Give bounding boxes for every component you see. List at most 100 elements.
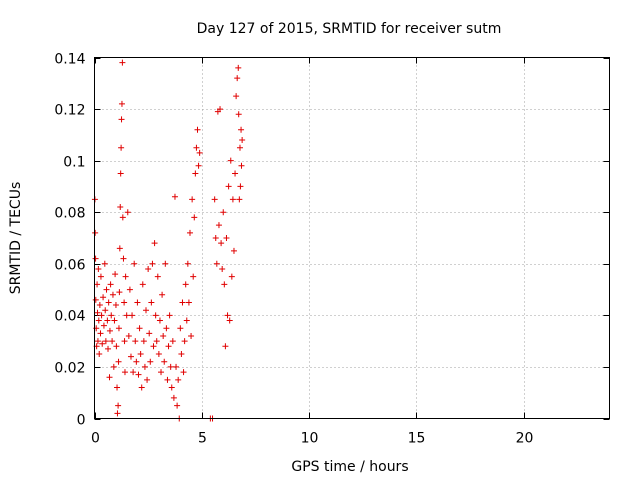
data-point — [225, 183, 232, 190]
data-point — [95, 265, 102, 272]
data-point — [190, 273, 197, 280]
data-point — [124, 209, 131, 216]
data-point — [192, 170, 199, 177]
data-point — [148, 299, 155, 306]
data-point — [92, 296, 99, 303]
data-point — [228, 273, 235, 280]
data-point — [218, 240, 225, 247]
data-point — [116, 245, 123, 252]
y-axis-label: SRMTID / TECUs — [8, 182, 24, 295]
data-point — [105, 345, 112, 352]
y-tick-label: 0 — [77, 413, 86, 429]
y-tick-label: 0.04 — [54, 309, 85, 325]
data-point — [115, 402, 122, 409]
data-point — [106, 374, 113, 381]
data-point — [125, 332, 132, 339]
data-point — [174, 402, 181, 409]
data-point — [112, 271, 119, 278]
data-point — [116, 289, 123, 296]
data-point — [162, 260, 169, 267]
data-point — [150, 343, 157, 350]
data-point — [196, 149, 203, 156]
data-point — [102, 338, 109, 345]
data-point — [117, 204, 124, 211]
data-point — [177, 325, 184, 332]
data-point — [114, 384, 121, 391]
data-point — [96, 302, 103, 309]
data-point — [115, 358, 122, 365]
data-point — [97, 273, 104, 280]
data-point — [104, 317, 111, 324]
data-point — [102, 307, 109, 314]
data-point — [92, 255, 99, 262]
data-point — [122, 273, 129, 280]
data-point — [217, 106, 224, 113]
data-point — [220, 209, 227, 216]
data-point — [109, 338, 116, 345]
data-point — [94, 309, 101, 316]
data-point — [143, 307, 149, 314]
y-tick-label: 0.12 — [54, 103, 85, 119]
data-point — [145, 265, 152, 272]
data-point — [119, 214, 126, 221]
data-point — [126, 286, 133, 293]
data-point — [130, 369, 137, 376]
data-point — [160, 332, 167, 339]
x-tick-label: 10 — [301, 431, 319, 447]
data-point — [238, 126, 245, 133]
data-point — [100, 294, 107, 301]
data-point — [152, 312, 159, 319]
data-point — [168, 384, 175, 391]
data-point — [195, 162, 202, 169]
data-point — [95, 317, 102, 324]
data-point — [185, 299, 192, 306]
data-point — [127, 353, 134, 360]
data-point — [184, 260, 191, 267]
data-point — [164, 376, 171, 383]
data-point — [98, 312, 105, 319]
data-point — [134, 299, 141, 306]
data-point — [224, 312, 231, 319]
data-point — [213, 260, 220, 267]
data-point — [115, 325, 122, 332]
data-points — [91, 59, 246, 422]
data-point — [169, 338, 176, 345]
data-point — [106, 327, 113, 334]
x-tick-label: 15 — [408, 431, 426, 447]
data-point — [223, 235, 230, 241]
data-point — [183, 317, 190, 324]
data-point — [167, 363, 174, 370]
data-point — [111, 317, 118, 324]
data-point — [161, 358, 168, 365]
data-point — [233, 93, 240, 100]
data-point — [180, 369, 187, 376]
data-point — [239, 137, 246, 144]
data-point — [146, 330, 153, 337]
data-point — [101, 260, 108, 267]
data-point — [170, 394, 177, 401]
data-point — [171, 193, 178, 200]
data-point — [175, 376, 182, 383]
data-point — [137, 351, 144, 358]
data-point — [113, 343, 120, 350]
data-point — [107, 281, 114, 288]
data-point — [100, 322, 107, 329]
x-tick-label: 5 — [198, 431, 207, 447]
data-point — [237, 183, 244, 190]
data-point — [165, 343, 172, 350]
data-point — [179, 299, 186, 306]
data-point — [110, 363, 117, 370]
data-point — [189, 196, 196, 203]
data-point — [120, 255, 127, 262]
data-point — [212, 235, 219, 241]
data-point — [112, 302, 119, 309]
data-point — [238, 162, 245, 169]
data-point — [118, 116, 125, 123]
data-point — [229, 196, 236, 203]
data-point — [108, 312, 115, 319]
data-point — [156, 317, 163, 324]
data-point — [147, 358, 154, 365]
grid — [94, 57, 610, 419]
data-point — [94, 338, 101, 345]
data-point — [151, 240, 158, 247]
